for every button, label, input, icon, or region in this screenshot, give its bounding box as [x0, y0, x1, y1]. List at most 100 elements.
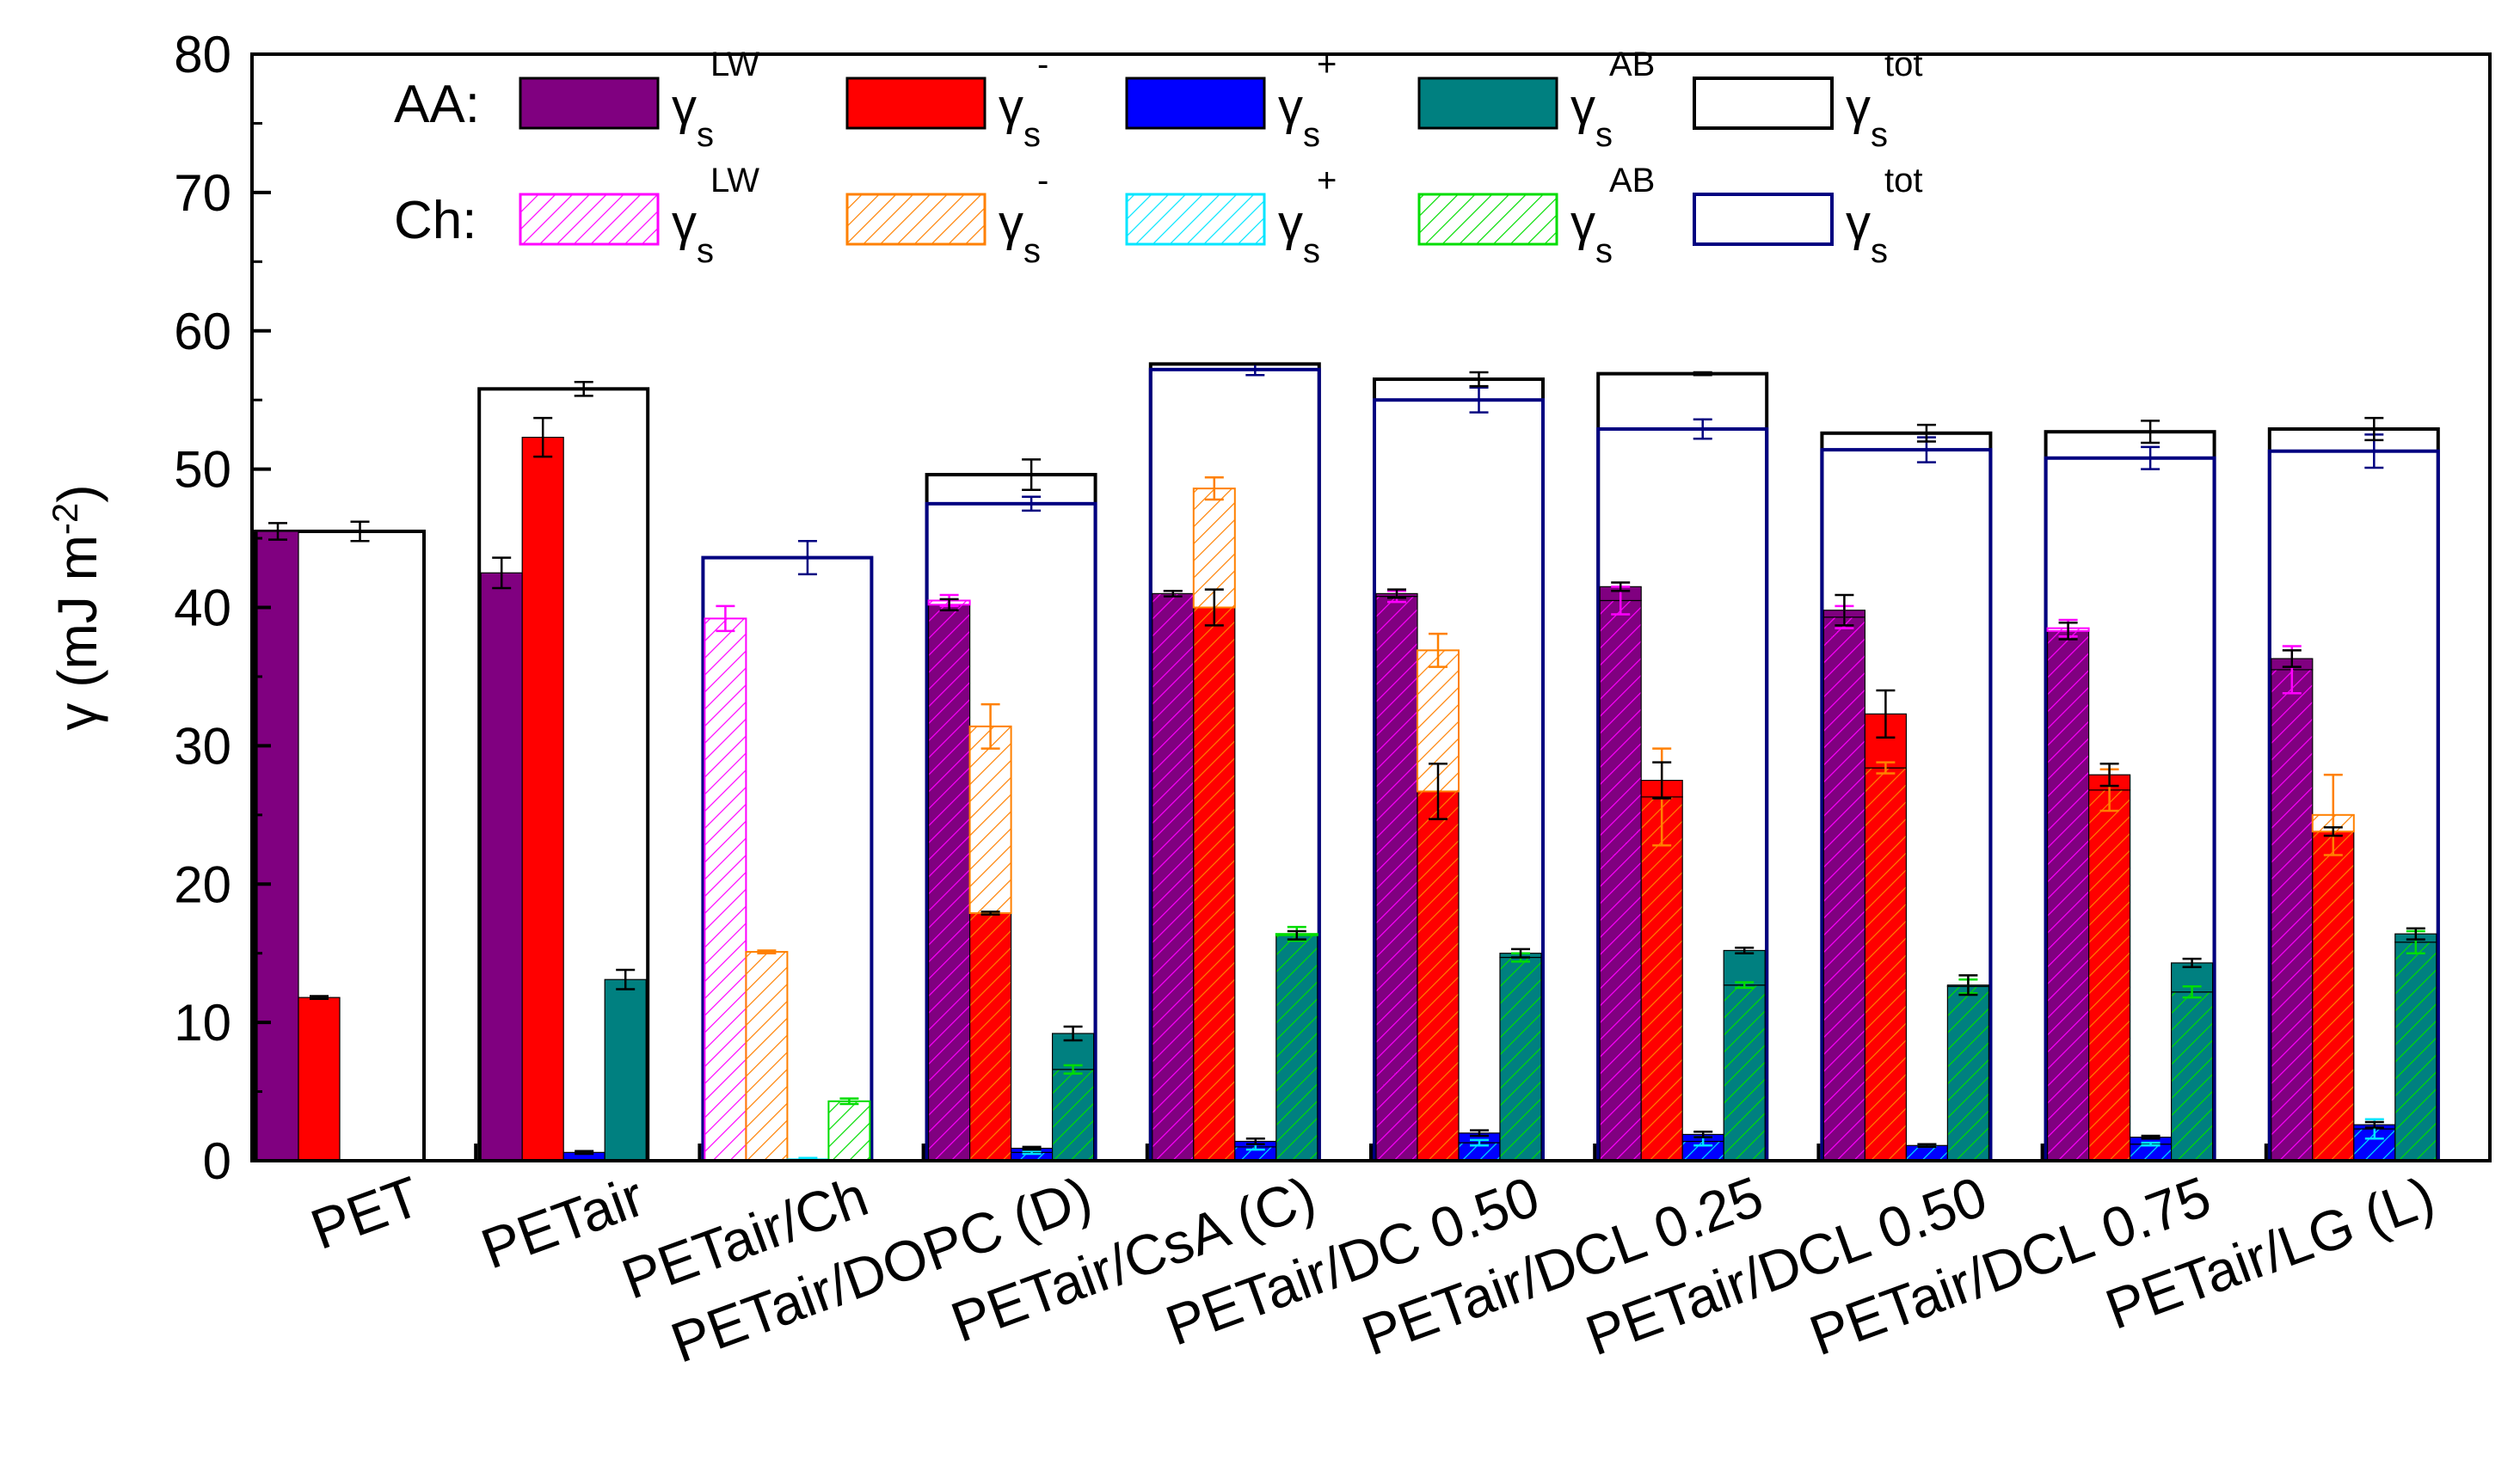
- legend-label-Ch-LW: γsLW: [672, 162, 759, 270]
- errorbar-aa-tot-3: [1022, 458, 1042, 492]
- bar-minus-6: [1640, 796, 1683, 1162]
- errorbar-aa-tot-6: [1693, 371, 1712, 377]
- errorbar-aa-tot-1: [574, 381, 593, 397]
- errorbar-ch-AB-6: [1735, 981, 1755, 990]
- errorbar-ch-LW-2: [716, 604, 735, 633]
- bar-LW-7: [1822, 616, 1865, 1162]
- bar-LW-8: [2047, 630, 2090, 1162]
- errorbar-aa-tot-8: [2141, 420, 2160, 445]
- bar-plus-8: [2130, 1144, 2173, 1162]
- bar-LW-5: [1375, 596, 1418, 1162]
- legend: AA: γsLW γs-γs+ γsAB γstot Ch: γsLW γs-γs+ γsAB γ…: [394, 46, 1922, 270]
- legend-prefix-AA: AA:: [394, 75, 480, 134]
- errorbar-aa-LW-5: [1387, 588, 1406, 599]
- errorbar-ch-tot-6: [1693, 418, 1712, 440]
- bar-ch-AB-2: [827, 1100, 871, 1162]
- bar-minus-7: [1864, 767, 1907, 1162]
- y-axis-title-symbol: γ: [46, 688, 108, 731]
- bar-group-7: [1820, 423, 1993, 1162]
- bar-aa-minus-0: [298, 997, 341, 1162]
- errorbar-ch-minus-7: [1876, 761, 1896, 775]
- legend-swatch-AA-LW: [519, 77, 660, 130]
- errorbar-aa-tot-9: [2364, 416, 2384, 442]
- errorbar-aa-LW-8: [2058, 621, 2078, 641]
- y-tick-label-2: 20: [174, 856, 231, 913]
- errorbar-aa-AB-3: [1063, 1025, 1083, 1042]
- bar-AB-9: [2394, 941, 2437, 1162]
- errorbar-ch-plus-5: [1470, 1138, 1489, 1147]
- bar-aa-AB-1: [604, 978, 647, 1162]
- legend-label-AA-plus: γs+: [1278, 46, 1337, 154]
- errorbar-aa-LW-1: [492, 556, 512, 590]
- errorbar-ch-AB-3: [1063, 1064, 1083, 1075]
- bar-AB-4: [1275, 935, 1318, 1162]
- errorbar-aa-tot-7: [1916, 423, 1936, 443]
- errorbar-aa-LW-4: [1163, 589, 1183, 598]
- bar-ch-minus-4: [1192, 488, 1236, 609]
- bar-ch-LW-2: [704, 617, 747, 1162]
- y-axis-title-close: ): [46, 484, 108, 502]
- legend-swatch-Ch-plus: [1125, 193, 1266, 246]
- legend-swatch-Ch-LW: [519, 193, 660, 246]
- bar-LW-6: [1599, 599, 1642, 1162]
- legend-label-AA-AB: γsAB: [1570, 46, 1655, 154]
- x-category-label-0: PET: [303, 1164, 428, 1261]
- legend-label-AA-LW: γsLW: [672, 46, 759, 154]
- y-axis-title: γ (mJ m-2): [45, 484, 108, 730]
- y-tick-label-7: 70: [174, 164, 231, 222]
- bar-AB-3: [1051, 1069, 1095, 1162]
- errorbar-ch-tot-8: [2141, 445, 2160, 470]
- errorbar-aa-minus-3: [980, 911, 1000, 916]
- errorbar-ch-tot-3: [1022, 495, 1042, 512]
- bar-group-5: [1373, 371, 1545, 1162]
- bar-AB-8: [2171, 991, 2214, 1162]
- errorbar-aa-plus-7: [1917, 1143, 1937, 1149]
- y-axis-label: γ (mJ m-2): [45, 484, 108, 730]
- errorbar-ch-minus-9: [2323, 773, 2343, 856]
- legend-prefix-Ch: Ch:: [394, 191, 476, 250]
- bar-AB-7: [1946, 985, 1989, 1162]
- bar-minus-5: [1417, 790, 1460, 1162]
- bar-group-0: [254, 520, 426, 1162]
- legend-label-Ch-tot: γstot: [1846, 162, 1922, 270]
- errorbar-aa-tot-5: [1469, 371, 1489, 388]
- errorbar-aa-plus-1: [575, 1150, 594, 1156]
- errorbar-ch-minus-5: [1429, 632, 1447, 668]
- bar-AB-6: [1723, 984, 1766, 1162]
- errorbar-aa-minus-4: [1204, 588, 1224, 627]
- errorbar-aa-plus-8: [2141, 1134, 2160, 1140]
- legend-label-Ch-AB: γsAB: [1570, 162, 1655, 270]
- legend-label-Ch-plus: γs+: [1278, 162, 1337, 270]
- y-axis-title-exp: -2: [45, 503, 85, 535]
- legend-swatch-Ch-AB: [1417, 193, 1558, 246]
- errorbar-aa-plus-9: [2364, 1120, 2384, 1129]
- bar-group-2: [701, 540, 874, 1162]
- bar-minus-3: [968, 912, 1012, 1162]
- errorbar-ch-plus-8: [2141, 1141, 2160, 1147]
- errorbar-aa-minus-9: [2323, 826, 2343, 837]
- errorbar-aa-LW-6: [1611, 581, 1631, 592]
- bar-ch-minus-3: [968, 725, 1012, 915]
- y-tick-label-5: 50: [174, 441, 231, 499]
- y-tick-label-4: 40: [174, 580, 231, 637]
- bar-group-8: [2044, 420, 2216, 1163]
- bar-ch-minus-2: [745, 951, 789, 1162]
- bar-group-6: [1596, 371, 1769, 1162]
- y-tick-label-0: 0: [203, 1132, 231, 1190]
- errorbar-aa-minus-6: [1652, 761, 1672, 800]
- errorbar-aa-AB-6: [1735, 947, 1755, 954]
- errorbar-aa-plus-5: [1470, 1129, 1489, 1138]
- bar-minus-4: [1193, 606, 1236, 1162]
- errorbar-aa-minus-8: [2099, 763, 2119, 788]
- bar-minus-8: [2088, 789, 2131, 1162]
- errorbar-aa-plus-4: [1245, 1138, 1265, 1145]
- bar-minus-9: [2312, 831, 2355, 1162]
- errorbar-aa-AB-1: [616, 968, 636, 990]
- errorbar-aa-plus-6: [1693, 1130, 1713, 1138]
- errorbar-aa-plus-3: [1022, 1145, 1042, 1151]
- bar-LW-4: [1152, 592, 1195, 1162]
- y-tick-label-8: 80: [174, 26, 231, 83]
- legend-swatch-Ch-minus: [845, 193, 986, 246]
